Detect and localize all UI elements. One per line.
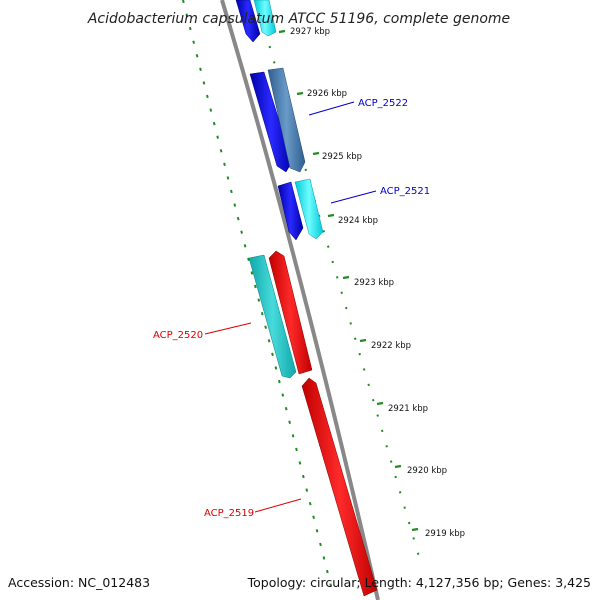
gene-feature[interactable] bbox=[268, 250, 313, 375]
gene-feature[interactable] bbox=[267, 67, 306, 173]
gene-feature[interactable] bbox=[301, 377, 378, 597]
tick-label: 2919 kbp bbox=[425, 529, 465, 539]
tick-label: 2927 kbp bbox=[290, 27, 330, 37]
gene-feature[interactable] bbox=[248, 254, 297, 379]
tick-labels: 2927 kbp 2926 kbp 2925 kbp 2924 kbp 2923… bbox=[290, 27, 465, 539]
gene-feature[interactable] bbox=[253, 0, 277, 37]
tick-label: 2925 kbp bbox=[322, 152, 362, 162]
tick-label: 2923 kbp bbox=[354, 278, 394, 288]
tick-label: 2921 kbp bbox=[388, 404, 428, 414]
gene-feature[interactable] bbox=[294, 178, 324, 240]
gene-label-acp-2522[interactable]: ACP_2522 bbox=[358, 98, 408, 109]
genome-summary: Topology: circular; Length: 4,127,356 bp… bbox=[247, 575, 591, 590]
accession-text: Accession: NC_012483 bbox=[8, 575, 150, 590]
gene-feature[interactable] bbox=[249, 71, 293, 173]
tick-label: 2924 kbp bbox=[338, 216, 378, 226]
tick-label: 2922 kbp bbox=[371, 341, 411, 351]
tick-label: 2920 kbp bbox=[407, 466, 447, 476]
gene-label-acp-2520[interactable]: ACP_2520 bbox=[153, 330, 203, 341]
gene-leader-lines bbox=[204, 101, 377, 513]
map-title: Acidobacterium capsulatum ATCC 51196, co… bbox=[87, 11, 510, 27]
gene-label-acp-2521[interactable]: ACP_2521 bbox=[380, 186, 430, 197]
gene-features bbox=[235, 0, 378, 597]
tick-marks bbox=[278, 29, 419, 532]
genome-backbone bbox=[220, 0, 380, 600]
gene-feature[interactable] bbox=[235, 0, 261, 43]
gene-feature[interactable] bbox=[277, 181, 304, 241]
gene-label-acp-2519[interactable]: ACP_2519 bbox=[204, 508, 254, 519]
tick-label: 2926 kbp bbox=[307, 89, 347, 99]
